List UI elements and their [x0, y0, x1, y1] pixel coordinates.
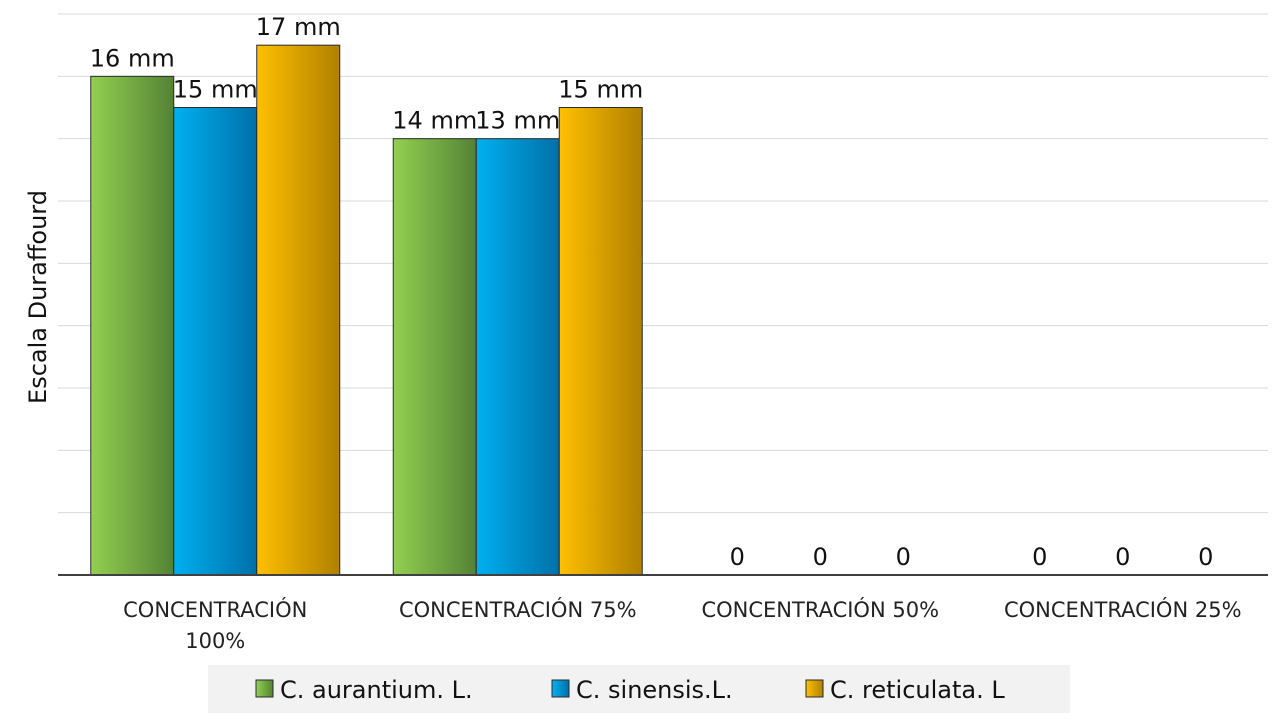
- legend-label: C. sinensis.L.: [576, 676, 733, 704]
- y-axis-label: Escala Duraffourd: [24, 190, 52, 404]
- legend-box: [208, 665, 1070, 713]
- legend-swatch: [805, 679, 824, 698]
- legend-label: C. aurantium. L.: [280, 676, 473, 704]
- data-label: 0: [1032, 543, 1047, 571]
- bar-0-2: [256, 44, 341, 576]
- legend-swatch: [255, 679, 274, 698]
- data-label: 15 mm: [173, 76, 258, 104]
- bar-0-1: [173, 107, 258, 576]
- legend: C. aurantium. L. C. sinensis.L. C. reticul…: [208, 665, 1070, 713]
- legend-swatch: [551, 679, 570, 698]
- x-tick-label: CONCENTRACIÓN 75%: [399, 597, 637, 622]
- data-label: 14 mm: [392, 107, 477, 135]
- bar-1-2: [558, 107, 643, 576]
- data-label: 15 mm: [558, 76, 643, 104]
- data-label: 0: [896, 543, 911, 571]
- x-axis-tick-labels: CONCENTRACIÓN 100% CONCENTRACIÓN 75% CONCEN…: [123, 597, 1241, 653]
- legend-label: C. reticulata. L: [830, 676, 1005, 704]
- data-label: 17 mm: [256, 13, 341, 41]
- bar-0-0: [90, 75, 175, 576]
- data-label: 13 mm: [475, 107, 560, 135]
- data-label: 0: [730, 543, 745, 571]
- data-label: 16 mm: [90, 44, 175, 72]
- data-label: 0: [1115, 543, 1130, 571]
- data-label: 0: [813, 543, 828, 571]
- x-tick-label: CONCENTRACIÓN 25%: [1004, 597, 1242, 622]
- bars: [90, 44, 643, 576]
- x-tick-label: CONCENTRACIÓN 100%: [123, 597, 307, 653]
- x-tick-label: CONCENTRACIÓN 50%: [701, 597, 939, 622]
- data-label: 0: [1198, 543, 1213, 571]
- bar-1-0: [392, 138, 477, 576]
- bar-1-1: [475, 138, 560, 576]
